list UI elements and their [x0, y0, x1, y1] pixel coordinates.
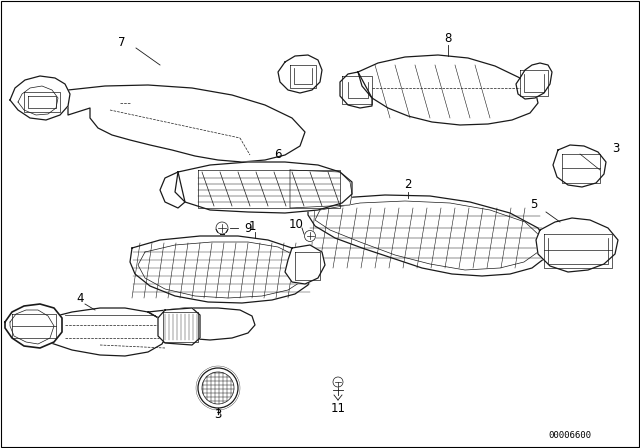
- Text: 00006600: 00006600: [548, 431, 591, 440]
- Polygon shape: [358, 55, 538, 125]
- Polygon shape: [340, 72, 372, 108]
- Text: 11: 11: [330, 401, 346, 414]
- Polygon shape: [536, 218, 618, 272]
- Polygon shape: [68, 85, 305, 162]
- Polygon shape: [278, 55, 322, 93]
- Polygon shape: [130, 236, 312, 303]
- Text: 4: 4: [76, 292, 84, 305]
- Polygon shape: [158, 308, 200, 345]
- Polygon shape: [22, 308, 168, 356]
- Text: 9: 9: [244, 221, 252, 234]
- Text: 7: 7: [118, 35, 125, 48]
- Text: 5: 5: [531, 198, 538, 211]
- Circle shape: [305, 231, 316, 241]
- Circle shape: [216, 222, 228, 234]
- Text: 3: 3: [612, 142, 620, 155]
- Polygon shape: [308, 195, 548, 276]
- Circle shape: [333, 377, 343, 387]
- Polygon shape: [285, 245, 325, 284]
- Polygon shape: [175, 162, 352, 213]
- Polygon shape: [148, 308, 255, 340]
- Polygon shape: [160, 172, 185, 208]
- Text: 10: 10: [289, 217, 303, 231]
- Polygon shape: [516, 63, 552, 99]
- Text: 6: 6: [275, 148, 282, 161]
- Text: 3: 3: [214, 408, 221, 421]
- Polygon shape: [290, 170, 352, 208]
- Text: 2: 2: [404, 178, 412, 191]
- Polygon shape: [5, 304, 62, 348]
- Text: 1: 1: [248, 220, 256, 233]
- Polygon shape: [553, 145, 606, 187]
- Circle shape: [198, 368, 238, 408]
- Polygon shape: [10, 76, 70, 120]
- Text: 8: 8: [444, 31, 452, 44]
